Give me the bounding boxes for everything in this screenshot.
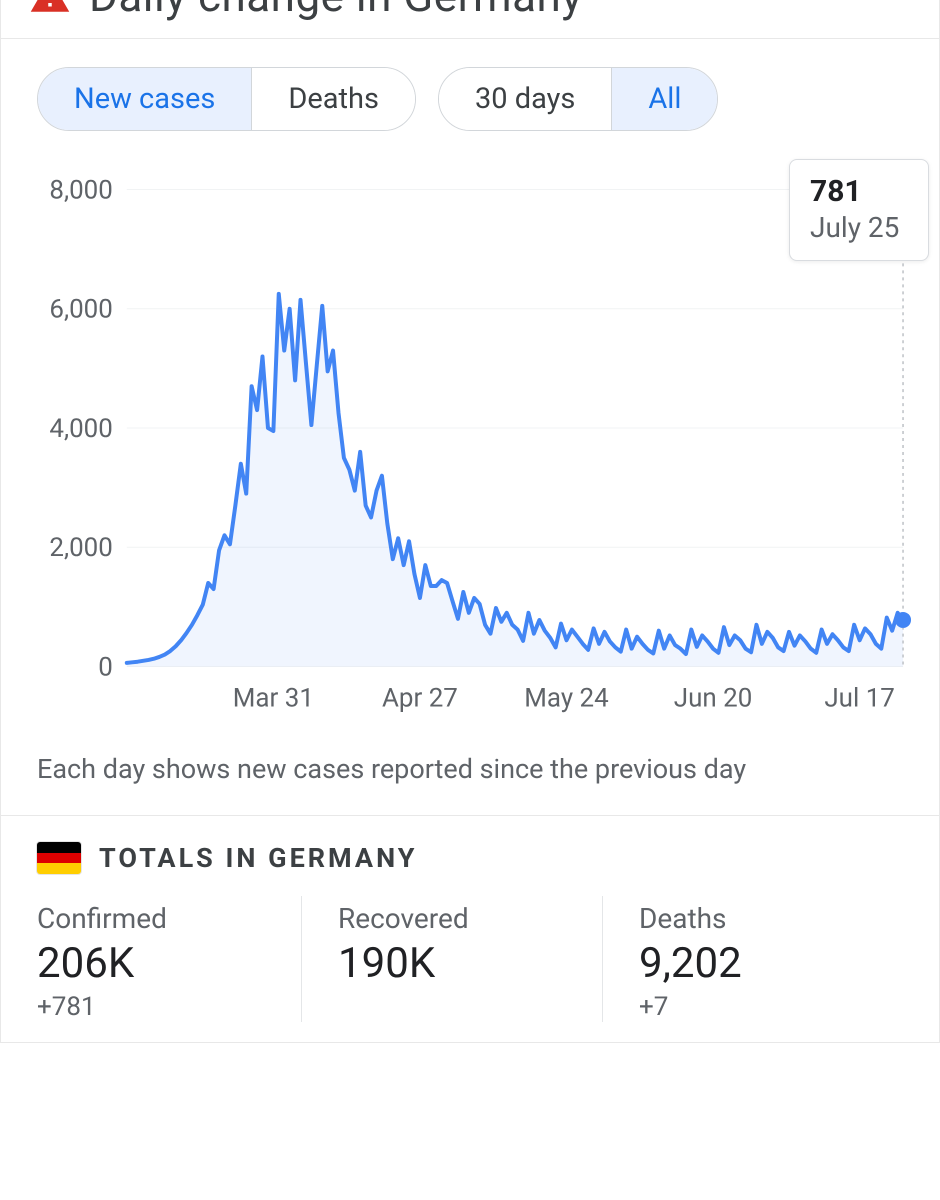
stat-value: 206K bbox=[37, 939, 301, 988]
svg-text:May 24: May 24 bbox=[524, 683, 608, 713]
stat-label: Deaths bbox=[639, 902, 903, 935]
svg-text:4,000: 4,000 bbox=[49, 414, 112, 444]
totals-header: TOTALS IN GERMANY bbox=[1, 816, 939, 896]
chart-container: 781 July 25 0 2,000 4,000 6,000 8,000 Mar 31 A… bbox=[1, 135, 939, 727]
svg-text:6,000: 6,000 bbox=[49, 295, 112, 325]
svg-text:Mar 31: Mar 31 bbox=[233, 683, 314, 713]
stat-delta: +7 bbox=[639, 992, 903, 1022]
stat-confirmed: Confirmed 206K +781 bbox=[37, 896, 301, 1022]
germany-flag-icon bbox=[37, 842, 81, 874]
chart-controls: New cases Deaths 30 days All bbox=[1, 39, 939, 135]
warning-icon bbox=[29, 0, 71, 17]
stat-deaths: Deaths 9,202 +7 bbox=[602, 896, 903, 1022]
stat-value: 190K bbox=[338, 939, 602, 988]
svg-text:8,000: 8,000 bbox=[49, 176, 112, 206]
stat-value: 9,202 bbox=[639, 939, 903, 988]
range-segmented: 30 days All bbox=[438, 67, 718, 131]
tab-all[interactable]: All bbox=[611, 68, 717, 130]
tab-30-days[interactable]: 30 days bbox=[439, 68, 611, 130]
tooltip-date: July 25 bbox=[810, 211, 908, 244]
card-header: Daily change in Germany bbox=[1, 0, 939, 38]
tab-new-cases[interactable]: New cases bbox=[38, 68, 251, 130]
tooltip-value: 781 bbox=[810, 174, 908, 209]
chart-caption: Each day shows new cases reported since … bbox=[1, 727, 939, 815]
stat-delta: +781 bbox=[37, 992, 301, 1022]
svg-text:Jun 20: Jun 20 bbox=[674, 683, 753, 713]
svg-text:Jul 17: Jul 17 bbox=[824, 683, 895, 713]
svg-text:2,000: 2,000 bbox=[49, 533, 112, 563]
metric-segmented: New cases Deaths bbox=[37, 67, 416, 131]
card-title: Daily change in Germany bbox=[89, 0, 583, 22]
svg-text:Apr 27: Apr 27 bbox=[382, 683, 458, 713]
totals-title: TOTALS IN GERMANY bbox=[99, 842, 417, 874]
covid-card: Daily change in Germany New cases Deaths… bbox=[0, 0, 940, 1043]
stat-label: Recovered bbox=[338, 902, 602, 935]
chart-tooltip: 781 July 25 bbox=[789, 159, 929, 261]
svg-text:0: 0 bbox=[98, 652, 113, 682]
stat-recovered: Recovered 190K bbox=[301, 896, 602, 1022]
totals-stats: Confirmed 206K +781 Recovered 190K Death… bbox=[1, 896, 939, 1042]
tab-deaths[interactable]: Deaths bbox=[251, 68, 415, 130]
stat-label: Confirmed bbox=[37, 902, 301, 935]
